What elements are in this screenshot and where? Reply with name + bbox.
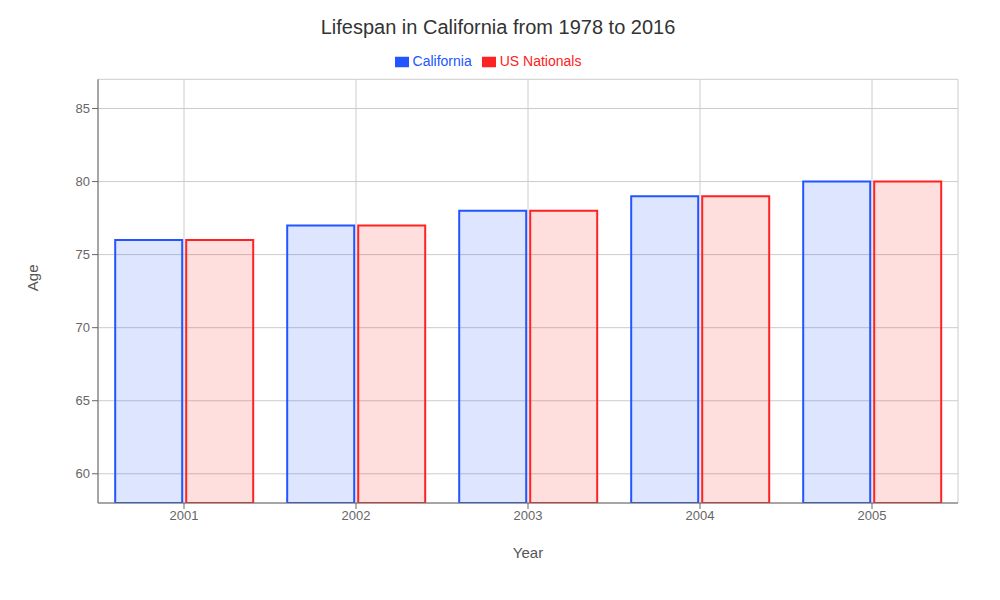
svg-text:2003: 2003 — [514, 508, 543, 523]
svg-text:65: 65 — [76, 393, 90, 408]
svg-text:2004: 2004 — [686, 508, 715, 523]
svg-text:2005: 2005 — [858, 508, 887, 523]
svg-text:2001: 2001 — [170, 508, 199, 523]
svg-text:Age: Age — [24, 264, 41, 291]
html-text:Lifespan in California from 19: Lifespan in California from 1978 to 2016 — [320, 16, 676, 38]
svg-text:80: 80 — [76, 174, 90, 189]
html-text:California: California — [412, 53, 472, 69]
svg-text:2002: 2002 — [342, 508, 371, 523]
svg-text:70: 70 — [76, 320, 90, 335]
svg-text:85: 85 — [76, 101, 90, 116]
svg-text:Year: Year — [513, 544, 543, 561]
html-text:US Nationals: US Nationals — [499, 53, 582, 69]
svg-text:75: 75 — [76, 247, 90, 262]
svg-text:60: 60 — [76, 466, 90, 481]
